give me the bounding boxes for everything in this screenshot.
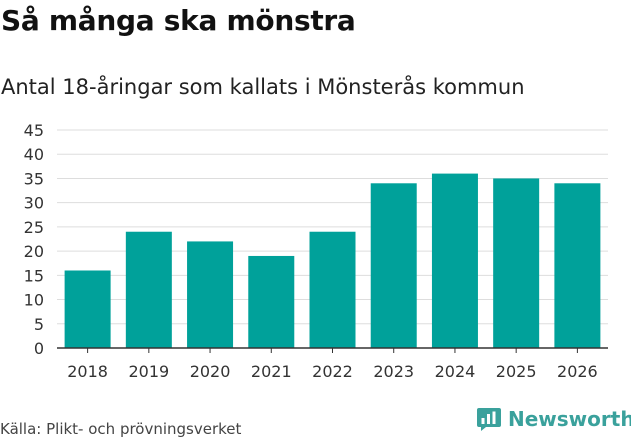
- x-tick-label: 2022: [312, 362, 353, 381]
- y-tick-label: 0: [34, 339, 44, 358]
- y-tick-label: 20: [24, 242, 44, 261]
- bar-2022: [309, 231, 356, 348]
- x-tick-label: 2023: [373, 362, 414, 381]
- bar-2023: [370, 183, 417, 348]
- y-tick-label: 15: [24, 266, 44, 285]
- chart-title: Så många ska mönstra: [1, 4, 356, 37]
- newsworthy-icon: [477, 408, 501, 431]
- y-tick-label: 35: [24, 169, 44, 188]
- y-tick-label: 30: [24, 194, 44, 213]
- x-tick-label: 2025: [496, 362, 537, 381]
- source-note: Källa: Plikt- och prövningsverket: [0, 420, 242, 438]
- y-tick-label: 40: [24, 145, 44, 164]
- brand-name: Newsworthy: [508, 407, 631, 431]
- y-tick-label: 5: [34, 315, 44, 334]
- x-tick-label: 2019: [128, 362, 169, 381]
- x-tick-label: 2024: [435, 362, 476, 381]
- x-tick-label: 2018: [67, 362, 108, 381]
- bar-2018: [64, 270, 111, 348]
- y-tick-label: 10: [24, 291, 44, 310]
- brand-logo[interactable]: Newsworthy: [476, 406, 631, 432]
- bar-2025: [493, 178, 540, 348]
- bar-2019: [125, 231, 172, 348]
- chart-subtitle: Antal 18-åringar som kallats i Mönsterås…: [1, 75, 525, 99]
- y-tick-label: 25: [24, 218, 44, 237]
- bar-2020: [187, 241, 234, 348]
- x-tick-label: 2026: [557, 362, 598, 381]
- bar-2021: [248, 255, 295, 348]
- bar-2024: [431, 173, 478, 348]
- x-tick-label: 2021: [251, 362, 292, 381]
- x-tick-label: 2020: [190, 362, 231, 381]
- y-tick-label: 45: [24, 121, 44, 140]
- bar-2026: [554, 183, 601, 348]
